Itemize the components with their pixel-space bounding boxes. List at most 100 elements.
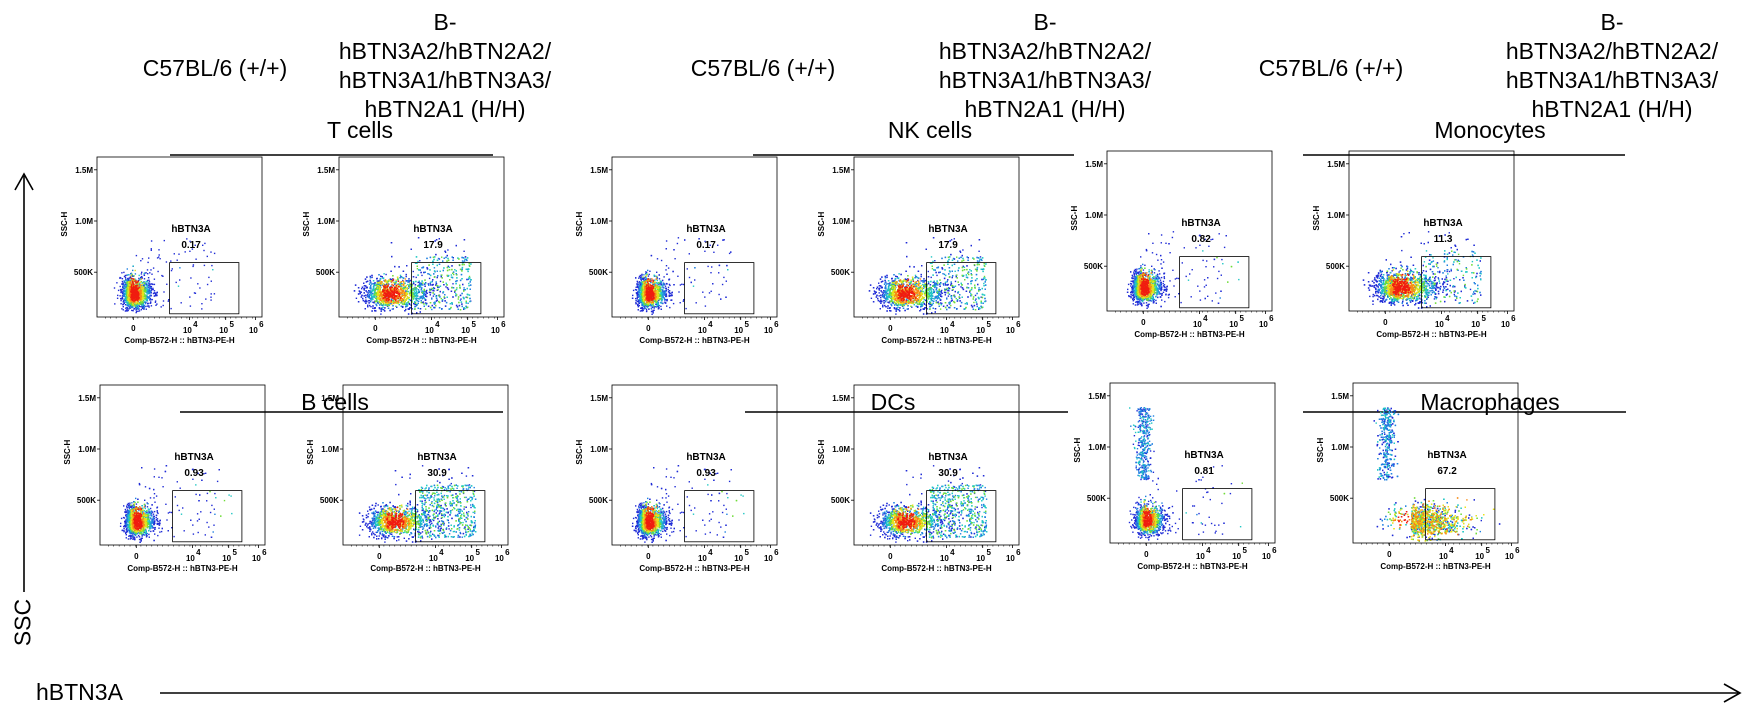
wt-label-text: C57BL/6 (+/+) [691,55,835,81]
y-axis-label: SSC-H [575,212,584,237]
x-tick-label: 0 [1383,318,1388,327]
event-cloud [113,238,216,314]
gate-percent-value: 17.9 [938,240,958,251]
x-tick-label: 10 [764,326,773,335]
x-tick-exponent: 5 [232,548,237,557]
plot-frame [99,384,266,546]
wt-label-text: C57BL/6 (+/+) [143,55,287,81]
y-tick-label: 500K [74,268,93,277]
x-tick-label: 10 [465,554,474,563]
x-axis-label: Comp-B572-H :: hBTN3-PE-H [1376,330,1486,339]
gate-label: hBTN3A [1423,218,1462,229]
x-tick-label: 0 [134,552,139,561]
y-tick-label: 1.0M [317,217,335,226]
y-axis-label: SSC-H [1073,438,1082,463]
x-tick-label: 10 [764,554,773,563]
x-tick-exponent: 4 [1445,314,1450,323]
x-tick-label: 10 [734,326,743,335]
plot-frame [338,156,505,318]
y-tick-label: 1.0M [590,445,608,454]
x-tick-label: 0 [373,324,378,333]
x-tick-label: 10 [1006,554,1015,563]
x-tick-label: 10 [1262,552,1271,561]
y-tick-label: 500K [1084,262,1103,271]
x-tick-label: 10 [495,554,504,563]
x-axis-label: Comp-B572-H :: hBTN3-PE-H [127,564,237,573]
x-tick-label: 10 [1196,552,1205,561]
flow-plot-t-cells-hum: hBTN3A 17.9 1.5M 1.0M 500K SSC-H 0 10 4 10 5 10 6 Com… [294,152,529,377]
x-tick-label: 10 [219,326,228,335]
x-tick-exponent: 6 [1269,314,1274,323]
ssc-arrow-head [14,172,34,191]
hum-label-line-3: hBTN3A1/hBTN3A3/ [1492,66,1732,95]
panel-title-t-cells: T cells [280,116,440,145]
gate-label: hBTN3A [171,224,210,235]
plot-frame [96,156,263,318]
y-tick-label: 500K [1326,262,1345,271]
y-tick-label: 1.5M [78,394,96,403]
gate-box [926,490,997,543]
flow-plot-dcs-hum: hBTN3A 30.9 1.5M 1.0M 500K SSC-H 0 10 4 10 5 10 6 Com… [809,380,1044,605]
hum-label-line-1: B- [325,8,565,37]
x-tick-label: 10 [734,554,743,563]
x-axis-label: Comp-B572-H :: hBTN3-PE-H [881,564,991,573]
x-tick-label: 10 [1435,320,1444,329]
gate-percent-value: 30.9 [427,468,447,479]
x-axis-label: Comp-B572-H :: hBTN3-PE-H [124,336,234,345]
x-axis-label: Comp-B572-H :: hBTN3-PE-H [881,336,991,345]
gate-box [415,490,486,543]
y-tick-label: 1.0M [590,217,608,226]
event-cloud [869,465,988,543]
y-tick-label: 1.5M [832,394,850,403]
gate-label: hBTN3A [686,452,725,463]
x-tick-label: 10 [940,326,949,335]
x-tick-exponent: 6 [1511,314,1516,323]
y-tick-label: 500K [1330,494,1349,503]
y-tick-label: 1.0M [832,217,850,226]
event-cloud [1362,231,1482,309]
x-tick-exponent: 4 [193,320,198,329]
x-tick-exponent: 4 [1203,314,1208,323]
hum-label-line-4: hBTN2A1 (H/H) [325,95,565,124]
x-tick-label: 10 [1259,320,1268,329]
x-tick-exponent: 5 [986,320,991,329]
plot-frame [1352,382,1519,544]
y-axis-label: SSC-H [817,212,826,237]
y-axis-label: SSC-H [1312,206,1321,231]
event-cloud [868,237,987,315]
x-tick-exponent: 6 [1272,546,1277,555]
x-tick-label: 0 [646,552,651,561]
gate-label: hBTN3A [1427,450,1466,461]
flow-plot-dcs-wt: hBTN3A 0.93 1.5M 1.0M 500K SSC-H 0 10 4 10 5 10 6 Com… [567,380,802,605]
y-tick-label: 500K [1087,494,1106,503]
x-axis-label: Comp-B572-H :: hBTN3-PE-H [639,336,749,345]
plot-frame [611,156,778,318]
plot-frame [1106,150,1273,312]
gate-box [411,262,482,315]
gate-box [1421,256,1492,309]
y-axis-label: SSC-H [302,212,311,237]
y-tick-label: 500K [320,496,339,505]
panel-title-monocytes: Monocytes [1390,116,1590,145]
gate-label: hBTN3A [686,224,725,235]
gate-label: hBTN3A [413,224,452,235]
x-tick-exponent: 4 [708,320,713,329]
x-tick-label: 0 [1141,318,1146,327]
flow-plot-b-cells-wt: hBTN3A 0.93 1.5M 1.0M 500K SSC-H 0 10 4 10 5 10 6 Com… [55,380,290,605]
group-2-wt-label: C57BL/6 (+/+) [668,54,858,83]
x-tick-exponent: 6 [774,320,779,329]
group-2-hum-label: B- hBTN3A2/hBTN2A2/ hBTN3A1/hBTN3A3/ hBT… [925,8,1165,124]
x-tick-label: 0 [888,552,893,561]
x-tick-label: 0 [377,552,382,561]
gate-percent-value: 0.17 [181,240,201,251]
plot-frame [611,384,778,546]
y-tick-label: 1.0M [1327,211,1345,220]
x-tick-exponent: 6 [505,548,510,557]
y-tick-label: 500K [316,268,335,277]
wt-label-text: C57BL/6 (+/+) [1259,55,1403,81]
x-axis-label: Comp-B572-H :: hBTN3-PE-H [1134,330,1244,339]
y-axis-label: SSC-H [575,440,584,465]
x-tick-exponent: 6 [259,320,264,329]
y-tick-label: 1.5M [590,166,608,175]
